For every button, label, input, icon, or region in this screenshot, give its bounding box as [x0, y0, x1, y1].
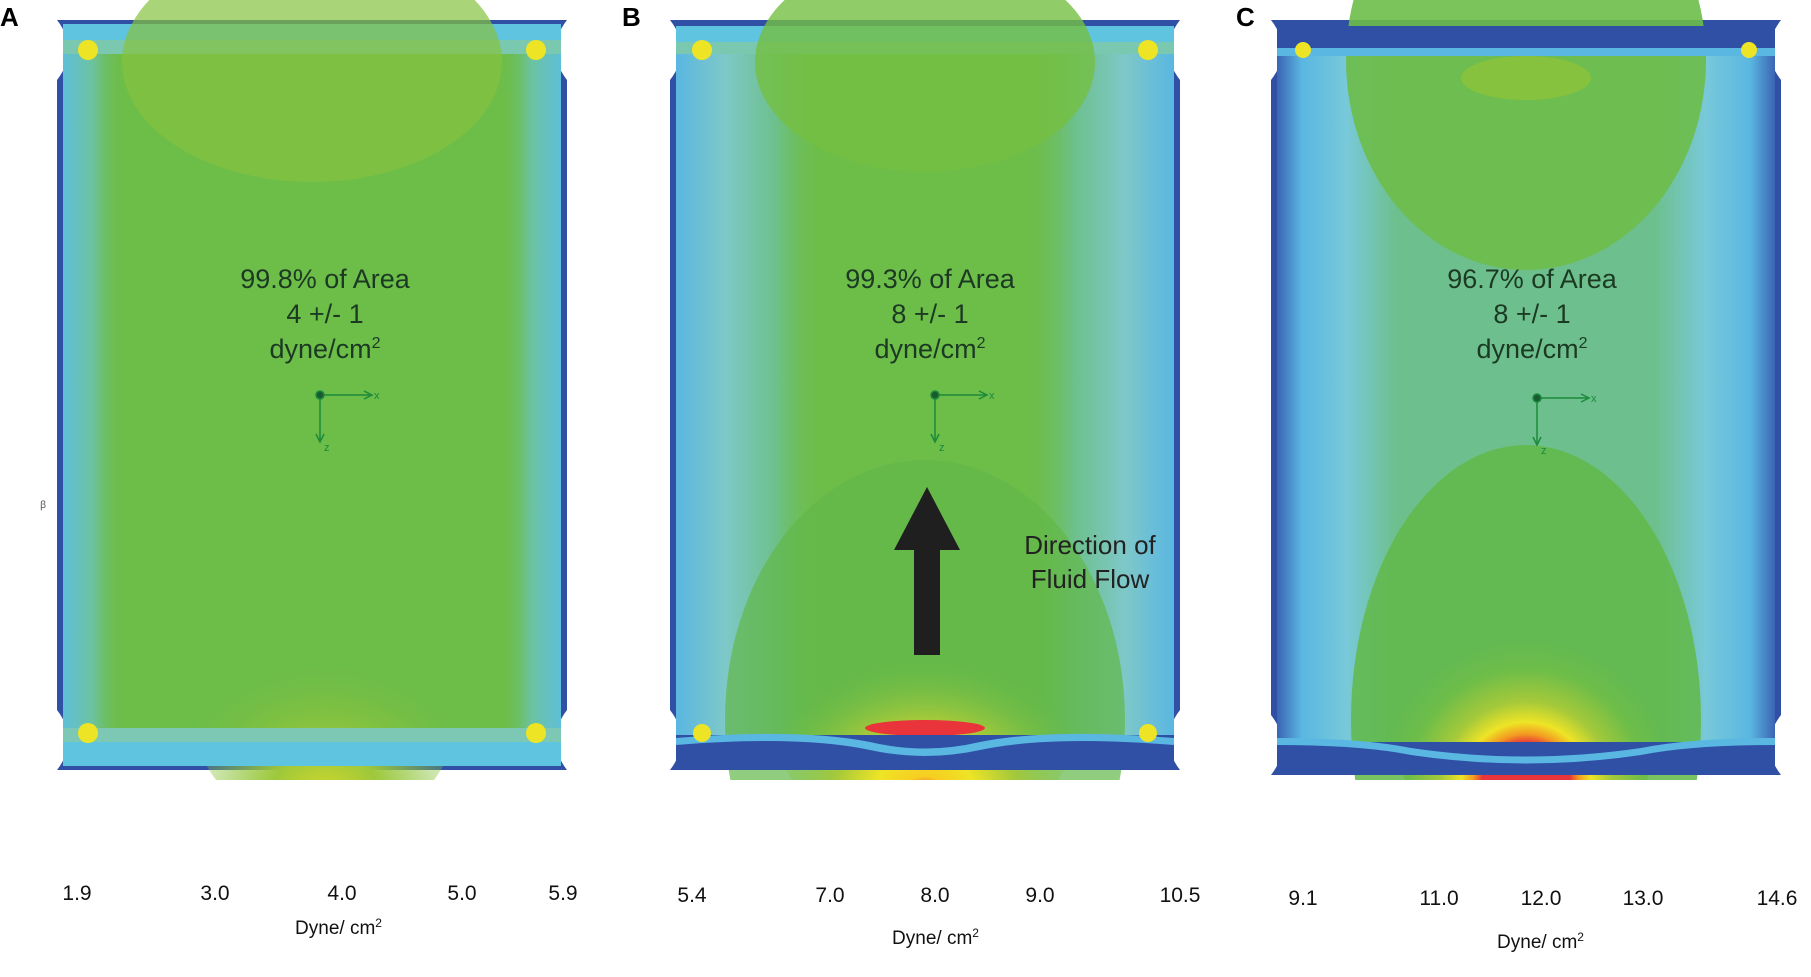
- area-annotation: 96.7% of Area 8 +/- 1 dyne/cm2: [1402, 262, 1662, 367]
- panel-label: A: [0, 2, 19, 32]
- tick-label: 5.4: [677, 884, 707, 907]
- stress-range: 8 +/- 1: [891, 299, 969, 329]
- tick-label: 11.0: [1419, 887, 1459, 910]
- axis-z-label: z: [324, 442, 330, 454]
- scale-unit-label: Dyne/ cm2: [295, 916, 382, 939]
- tick-label: 10.5: [1159, 884, 1201, 907]
- tick-label: 5.0: [447, 882, 477, 905]
- axis-x-label: x: [1591, 393, 1597, 405]
- flow-direction-label: Direction of Fluid Flow: [1024, 530, 1156, 594]
- tick-label: 13.0: [1622, 887, 1664, 910]
- area-percent: 99.8% of Area: [240, 264, 410, 294]
- tick-label: 9.0: [1025, 884, 1055, 907]
- stress-unit: dyne/cm2: [1476, 334, 1588, 364]
- stress-unit: dyne/cm2: [874, 334, 986, 364]
- area-percent: 96.7% of Area: [1447, 264, 1617, 294]
- tick-label: 14.6: [1756, 887, 1798, 910]
- area-annotation: 99.3% of Area 8 +/- 1 dyne/cm2: [800, 262, 1060, 367]
- panel-a: A ꞵ: [0, 0, 600, 977]
- panel-c: C: [1211, 0, 1811, 977]
- axis-x-label: x: [374, 390, 380, 402]
- stress-range: 4 +/- 1: [286, 299, 364, 329]
- axis-z-label: z: [1541, 445, 1547, 457]
- color-scale-ticks: 1.9 3.0 4.0 5.0 5.9: [0, 882, 600, 912]
- area-annotation: 99.8% of Area 4 +/- 1 dyne/cm2: [195, 262, 455, 367]
- tick-label: 8.0: [920, 884, 950, 907]
- tick-label: 12.0: [1520, 887, 1562, 910]
- tick-label: 7.0: [815, 884, 845, 907]
- tick-label: 5.9: [548, 882, 578, 905]
- color-scale-ticks: 5.4 7.0 8.0 9.0 10.5: [610, 884, 1210, 914]
- shear-stress-contour-map: x z: [1271, 0, 1781, 780]
- tick-label: 3.0: [200, 882, 230, 905]
- tick-label: 4.0: [327, 882, 357, 905]
- axes-indicator: [315, 390, 374, 444]
- panel-label: C: [1236, 2, 1255, 32]
- area-percent: 99.3% of Area: [845, 264, 1015, 294]
- axis-z-label: z: [939, 442, 945, 454]
- panel-label: B: [622, 2, 641, 32]
- panel-b: B: [610, 0, 1210, 977]
- stress-unit: dyne/cm2: [269, 334, 381, 364]
- stray-mark: ꞵ: [40, 500, 47, 511]
- tick-label: 9.1: [1288, 887, 1318, 910]
- axes-indicator: [1532, 393, 1591, 447]
- flow-direction-arrow: [894, 487, 960, 655]
- tick-label: 1.9: [62, 882, 92, 905]
- shear-stress-contour-map: x z: [57, 0, 567, 780]
- scale-unit-label: Dyne/ cm2: [892, 926, 979, 949]
- axis-x-label: x: [989, 390, 995, 402]
- color-scale-ticks: 9.1 11.0 12.0 13.0 14.6: [1211, 887, 1811, 917]
- axes-indicator: [930, 390, 989, 444]
- stress-range: 8 +/- 1: [1493, 299, 1571, 329]
- scale-unit-label: Dyne/ cm2: [1497, 930, 1584, 953]
- shear-stress-contour-map: x z: [670, 0, 1180, 780]
